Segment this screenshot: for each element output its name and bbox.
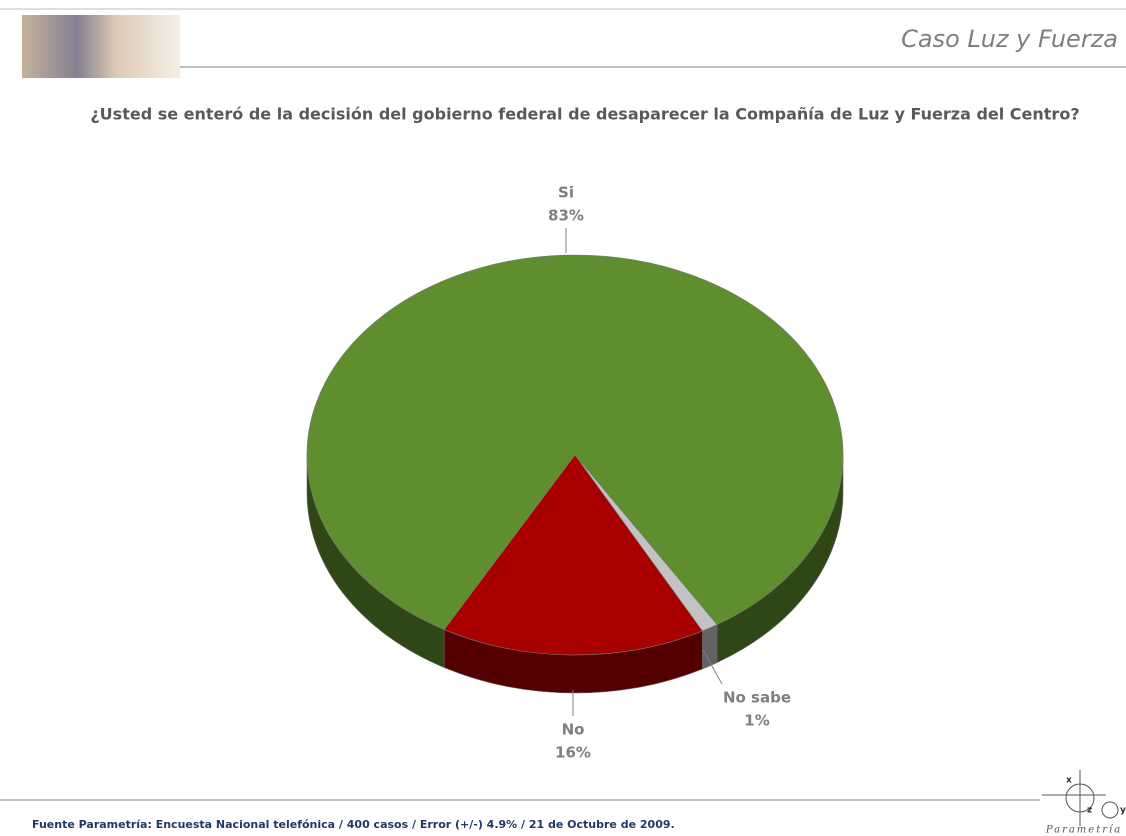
header-photo bbox=[22, 15, 180, 78]
slice bbox=[443, 454, 703, 656]
logo-letter: z bbox=[1087, 806, 1092, 816]
slice bbox=[306, 254, 844, 630]
header-title: Caso Luz y Fuerza bbox=[901, 25, 1118, 53]
chart-title: ¿Usted se enteró de la decisión del gobi… bbox=[90, 105, 1079, 124]
logo-letter: x bbox=[1066, 776, 1072, 786]
logo-circle bbox=[1065, 783, 1095, 813]
slice-label: No sabe bbox=[723, 689, 791, 707]
slice bbox=[574, 454, 718, 632]
slice-label: No bbox=[562, 721, 585, 739]
leader-line bbox=[702, 649, 723, 685]
pie bbox=[306, 254, 844, 694]
value-label: 1% bbox=[744, 712, 769, 730]
value-label: 83% bbox=[548, 207, 584, 225]
logo-circle bbox=[1101, 801, 1119, 819]
slice-label: Si bbox=[558, 184, 574, 202]
logo-name: Parametría bbox=[1045, 825, 1122, 836]
logo-letter: y bbox=[1120, 806, 1126, 816]
footer-source: Fuente Parametría: Encuesta Nacional tel… bbox=[32, 818, 675, 831]
value-label: 16% bbox=[555, 744, 591, 762]
logo bbox=[1042, 770, 1119, 826]
